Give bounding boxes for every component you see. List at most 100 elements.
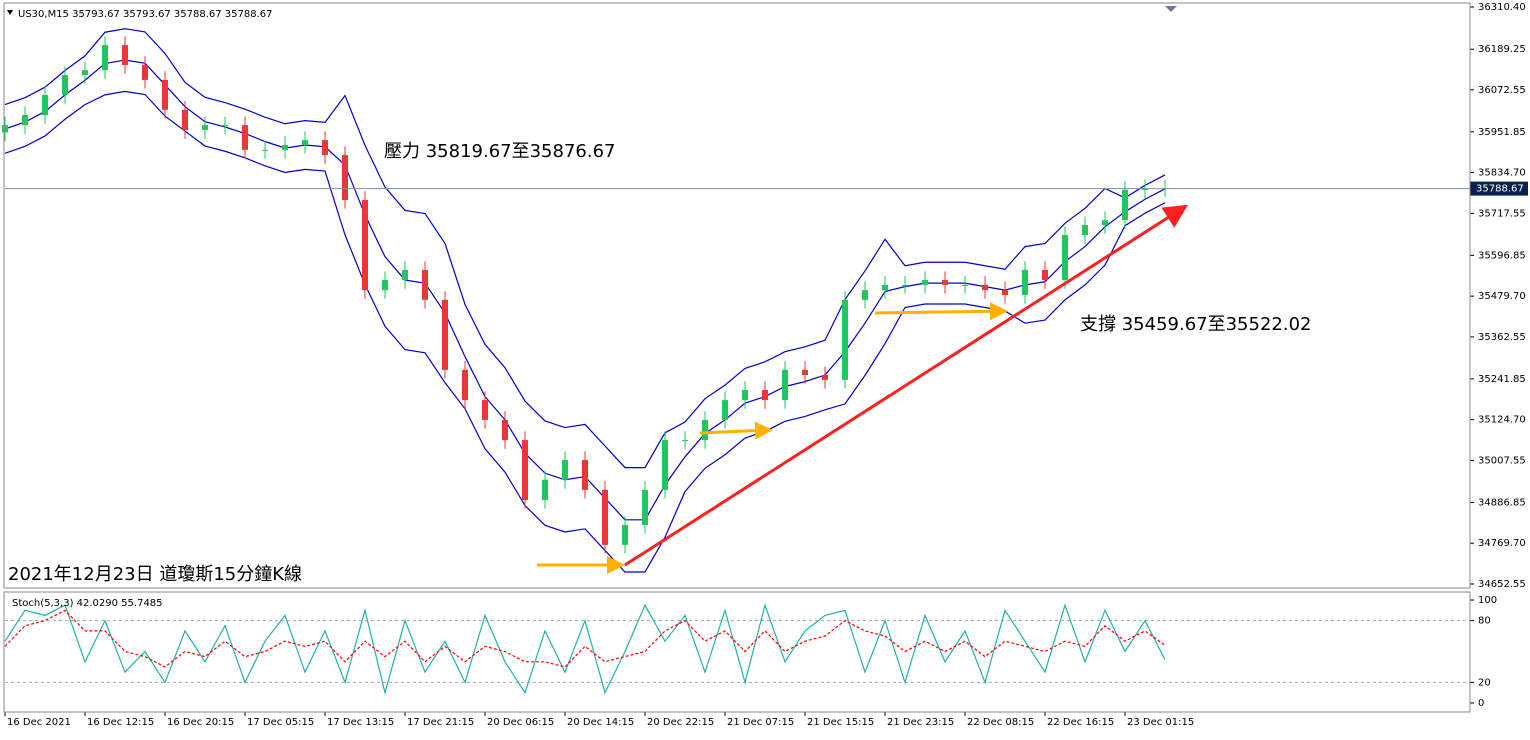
support-arrow (874, 302, 1008, 321)
candle-body (802, 369, 808, 376)
y-tick-label: 20 (1478, 677, 1491, 688)
y-tick-label: 34652.55 (1478, 579, 1526, 590)
x-tick-label: 17 Dec 05:15 (247, 717, 314, 728)
candle-body (342, 155, 348, 200)
y-tick-label: 35124.70 (1478, 415, 1526, 426)
candle-body (42, 94, 48, 116)
x-tick-label: 20 Dec 14:15 (567, 717, 634, 728)
y-tick-label: 35362.55 (1478, 332, 1526, 343)
x-tick-label: 17 Dec 13:15 (327, 717, 394, 728)
y-tick-label: 36072.55 (1478, 85, 1526, 96)
candle-body (1082, 225, 1088, 236)
candle-body (682, 440, 688, 442)
y-tick-label: 35951.85 (1478, 127, 1526, 138)
header: US30,M15 35793.67 35793.67 35788.67 3578… (18, 9, 273, 20)
candle-body (742, 389, 748, 401)
x-tick-label: 20 Dec 22:15 (647, 717, 714, 728)
candle-body (1002, 290, 1008, 295)
band-lower (4, 90, 1166, 573)
candle-body (122, 45, 128, 65)
candle-body (762, 389, 768, 401)
candle-body (422, 269, 428, 300)
price-box (1470, 181, 1528, 196)
stoch-title: Stoch(5,3,3) 42.0290 55.7485 (12, 598, 163, 609)
y-tick-label: 36189.25 (1478, 44, 1526, 55)
y-tick-label: 80 (1478, 616, 1491, 627)
candle-body (402, 269, 408, 281)
candle-body (942, 280, 948, 285)
candle-body (922, 280, 928, 285)
candle-body (142, 64, 148, 80)
stoch-line (4, 603, 1166, 696)
candle-body (882, 284, 888, 291)
candle-body (522, 440, 528, 500)
y-tick-label: 35241.85 (1478, 374, 1526, 385)
candle-body (722, 400, 728, 420)
stoch-panel: 0 20 80 100 (4, 595, 1497, 709)
band-upper (4, 28, 1166, 469)
candle-body (1102, 220, 1108, 226)
y-tick-label: 35596.85 (1478, 250, 1526, 261)
resistance-note: 壓力 35819.67至35876.67 (384, 141, 616, 162)
y-tick-label: 0 (1478, 698, 1484, 709)
candle-body (542, 479, 548, 500)
x-tick-label: 17 Dec 21:15 (407, 717, 474, 728)
sub-frame (3, 591, 1471, 713)
candle-body (1122, 189, 1128, 221)
candle-body (162, 79, 168, 110)
candle-body (282, 144, 288, 150)
y-tick-label: 35717.55 (1478, 208, 1526, 219)
candle-body (62, 75, 68, 95)
y-tick-label: 35479.70 (1478, 291, 1526, 302)
support-arrow (699, 421, 773, 440)
candle-body (502, 419, 508, 441)
candle-body (202, 125, 208, 131)
candle-body (482, 400, 488, 420)
candle-body (602, 489, 608, 545)
candle-body (382, 280, 388, 291)
x-tick-label: 16 Dec 12:15 (87, 717, 154, 728)
support-note: 支撐 35459.67至35522.02 (1080, 314, 1312, 335)
stoch-line (4, 609, 1166, 668)
candle-body (442, 299, 448, 370)
candle-body (662, 440, 668, 490)
candle-body (2, 125, 8, 133)
candle-body (1042, 269, 1048, 281)
candle-body (982, 284, 988, 291)
menu-triangle[interactable] (7, 10, 13, 15)
candle-body (842, 299, 848, 380)
candle-body (582, 459, 588, 490)
x-tick-label: 21 Dec 23:15 (887, 717, 954, 728)
candle-body (782, 369, 788, 401)
candle-body (242, 125, 248, 150)
y-tick-label: 35834.70 (1478, 168, 1526, 179)
main-frame (3, 2, 1471, 589)
y-tick-label: 34769.70 (1478, 538, 1526, 549)
x-tick-label: 23 Dec 01:15 (1127, 717, 1194, 728)
candle-body (322, 140, 328, 156)
candle-body (622, 525, 628, 545)
candle-body (962, 284, 968, 286)
candle-body (22, 115, 28, 126)
price-label: 35788.67 (1476, 184, 1524, 195)
price-panel: 36310.40 36189.25 36072.55 35951.85 35834.70… (2, 2, 1528, 728)
x-tick-label: 16 Dec 20:15 (167, 717, 234, 728)
candle-body (862, 290, 868, 300)
y-tick-label: 35007.55 (1478, 455, 1526, 466)
x-tick-label: 22 Dec 16:15 (1047, 717, 1114, 728)
candle-body (82, 70, 88, 76)
scroll-marker[interactable] (1165, 6, 1177, 12)
trend-arrow (624, 204, 1189, 567)
candle-body (822, 375, 828, 380)
candle-body (362, 199, 368, 291)
candle-body (642, 489, 648, 526)
x-tick-label: 21 Dec 07:15 (727, 717, 794, 728)
candle-body (302, 140, 308, 145)
candle-body (102, 45, 108, 71)
candle-body (902, 284, 908, 286)
candle-body (182, 109, 188, 131)
y-tick-label: 100 (1478, 595, 1497, 606)
candle-body (702, 419, 708, 441)
